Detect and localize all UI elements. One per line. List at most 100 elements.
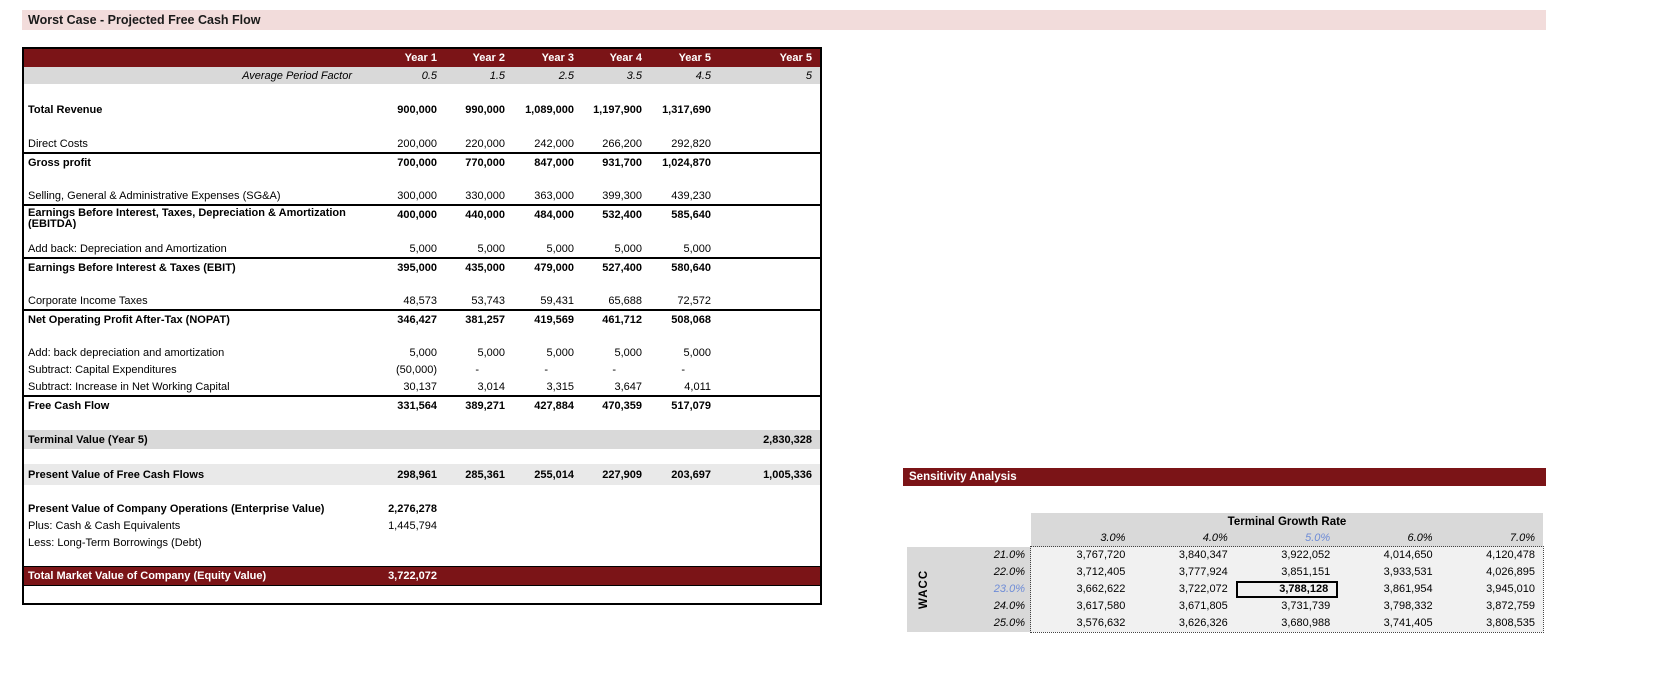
row-label-cell[interactable]: Total Revenue [28,103,103,116]
factor-value-cell[interactable]: 3.5 [626,69,642,82]
value-cell[interactable]: 532,400 [602,209,642,221]
row-label-cell[interactable]: Corporate Income Taxes [28,294,148,307]
value-cell[interactable]: 847,000 [534,157,574,169]
row-label-cell[interactable]: Add back: Depreciation and Amortization [28,242,227,255]
value-cell[interactable]: 527,400 [602,262,642,274]
value-cell[interactable]: - [612,363,616,376]
value-cell[interactable]: 331,564 [397,400,437,412]
sensitivity-value-cell[interactable]: 3,671,805 [1178,600,1228,612]
row-label-cell[interactable]: Add: back depreciation and amortization [28,346,225,359]
value-cell[interactable]: 395,000 [397,262,437,274]
value-cell[interactable]: 285,361 [465,468,505,481]
value-cell[interactable]: 508,068 [671,314,711,326]
value-cell[interactable]: 53,743 [471,294,505,307]
sensitivity-value-cell[interactable]: 3,933,531 [1383,566,1433,578]
value-cell[interactable]: 435,000 [465,262,505,274]
year-header-cell[interactable]: Year 2 [472,52,505,64]
value-cell[interactable]: 5,000 [683,242,711,255]
year-header-cell[interactable]: Year 3 [541,52,574,64]
value-cell[interactable]: 427,884 [534,400,574,412]
value-cell[interactable]: 440,000 [465,209,505,221]
wacc-value-cell[interactable]: 21.0% [993,549,1025,561]
sensitivity-value-cell[interactable]: 3,617,580 [1076,600,1126,612]
value-cell[interactable]: 298,961 [397,468,437,481]
value-cell[interactable]: 5,000 [477,346,505,359]
value-cell[interactable]: 220,000 [465,137,505,150]
factor-value-cell[interactable]: 2.5 [558,69,574,82]
value-cell[interactable]: 1,317,690 [662,103,711,116]
value-cell[interactable]: 990,000 [465,103,505,116]
growth-rate-header-cell[interactable]: 6.0% [1407,532,1433,544]
value-cell[interactable]: 5,000 [683,346,711,359]
value-cell[interactable]: 72,572 [677,294,711,307]
value-cell[interactable]: 2,830,328 [763,433,812,446]
growth-rate-header-cell[interactable]: 3.0% [1100,532,1126,544]
value-cell[interactable]: 363,000 [534,189,574,202]
year-header-cell[interactable]: Year 5 [779,52,812,64]
growth-rate-header-cell[interactable]: 4.0% [1202,532,1228,544]
sensitivity-value-cell[interactable]: 4,120,478 [1486,549,1535,561]
value-cell[interactable]: 484,000 [534,209,574,221]
selected-sensitivity-cell[interactable]: 3,788,128 [1235,581,1339,598]
value-cell[interactable]: 1,089,000 [525,103,574,116]
row-label-cell[interactable]: Less: Long-Term Borrowings (Debt) [28,536,202,549]
value-cell[interactable]: 5,000 [546,346,574,359]
factor-value-cell[interactable]: 5 [805,69,812,82]
value-cell[interactable]: 770,000 [465,157,505,169]
row-label-cell[interactable]: Earnings Before Interest, Taxes, Depreci… [28,207,346,230]
value-cell[interactable]: - [475,363,479,376]
sensitivity-value-cell[interactable]: 3,798,332 [1383,600,1433,612]
row-label-cell[interactable]: Total Market Value of Company (Equity Va… [28,570,267,582]
row-label-cell[interactable]: Terminal Value (Year 5) [28,433,148,446]
value-cell[interactable]: 479,000 [534,262,574,274]
value-cell[interactable]: 346,427 [397,314,437,326]
value-cell[interactable]: 580,640 [671,262,711,274]
value-cell[interactable]: 5,000 [614,346,642,359]
sensitivity-value-cell[interactable]: 3,861,954 [1383,583,1433,595]
value-cell[interactable]: 1,197,900 [593,103,642,116]
sensitivity-value-cell[interactable]: 3,767,720 [1076,549,1126,561]
value-cell[interactable]: 400,000 [397,209,437,221]
value-cell[interactable]: 65,688 [608,294,642,307]
sensitivity-value-cell[interactable]: 3,840,347 [1178,549,1228,561]
value-cell[interactable]: 517,079 [671,400,711,412]
sensitivity-value-cell[interactable]: 3,945,010 [1486,583,1535,595]
value-cell[interactable]: 700,000 [397,157,437,169]
sensitivity-value-cell[interactable]: 3,626,326 [1178,617,1228,629]
value-cell[interactable]: 3,647 [614,380,642,393]
sheet-title-cell[interactable]: Worst Case - Projected Free Cash Flow [22,10,1546,30]
sensitivity-value-cell[interactable]: 3,777,924 [1178,566,1228,578]
value-cell[interactable]: 203,697 [671,468,711,481]
value-cell[interactable]: 242,000 [534,137,574,150]
value-cell[interactable]: 585,640 [671,209,711,221]
row-label-cell[interactable]: Earnings Before Interest & Taxes (EBIT) [28,262,236,274]
value-cell[interactable]: 461,712 [602,314,642,326]
empty-value-cell[interactable] [715,206,816,209]
sensitivity-value-cell[interactable]: 4,014,650 [1383,549,1433,561]
sensitivity-header-cell[interactable]: Sensitivity Analysis [903,468,1546,486]
value-cell[interactable]: 4,011 [684,380,711,393]
row-label-cell[interactable]: Subtract: Capital Expenditures [28,363,177,376]
value-cell[interactable]: - [681,363,685,376]
factor-value-cell[interactable]: 1.5 [489,69,505,82]
value-cell[interactable]: 5,000 [409,242,437,255]
value-cell[interactable]: - [544,363,548,376]
value-cell[interactable]: 381,257 [465,314,505,326]
row-label-cell[interactable]: Gross profit [28,157,91,169]
value-cell[interactable]: 900,000 [397,103,437,116]
value-cell[interactable]: 5,000 [409,346,437,359]
row-label-cell[interactable]: Net Operating Profit After-Tax (NOPAT) [28,314,230,326]
value-cell[interactable]: 266,200 [602,137,642,150]
value-cell[interactable]: 227,909 [602,468,642,481]
factor-value-cell[interactable]: 0.5 [421,69,437,82]
row-label-cell[interactable]: Plus: Cash & Cash Equivalents [28,519,181,532]
factor-label-cell[interactable]: Average Period Factor [242,69,352,82]
sensitivity-value-cell[interactable]: 3,576,632 [1076,617,1126,629]
value-cell[interactable]: 470,359 [602,400,642,412]
row-label-cell[interactable]: Selling, General & Administrative Expens… [28,189,281,202]
factor-value-cell[interactable]: 4.5 [695,69,711,82]
sensitivity-value-cell[interactable]: 3,741,405 [1383,617,1433,629]
sensitivity-value-cell[interactable]: 3,731,739 [1281,600,1331,612]
value-cell[interactable]: 59,431 [540,294,574,307]
sensitivity-value-cell[interactable]: 4,026,895 [1486,566,1535,578]
